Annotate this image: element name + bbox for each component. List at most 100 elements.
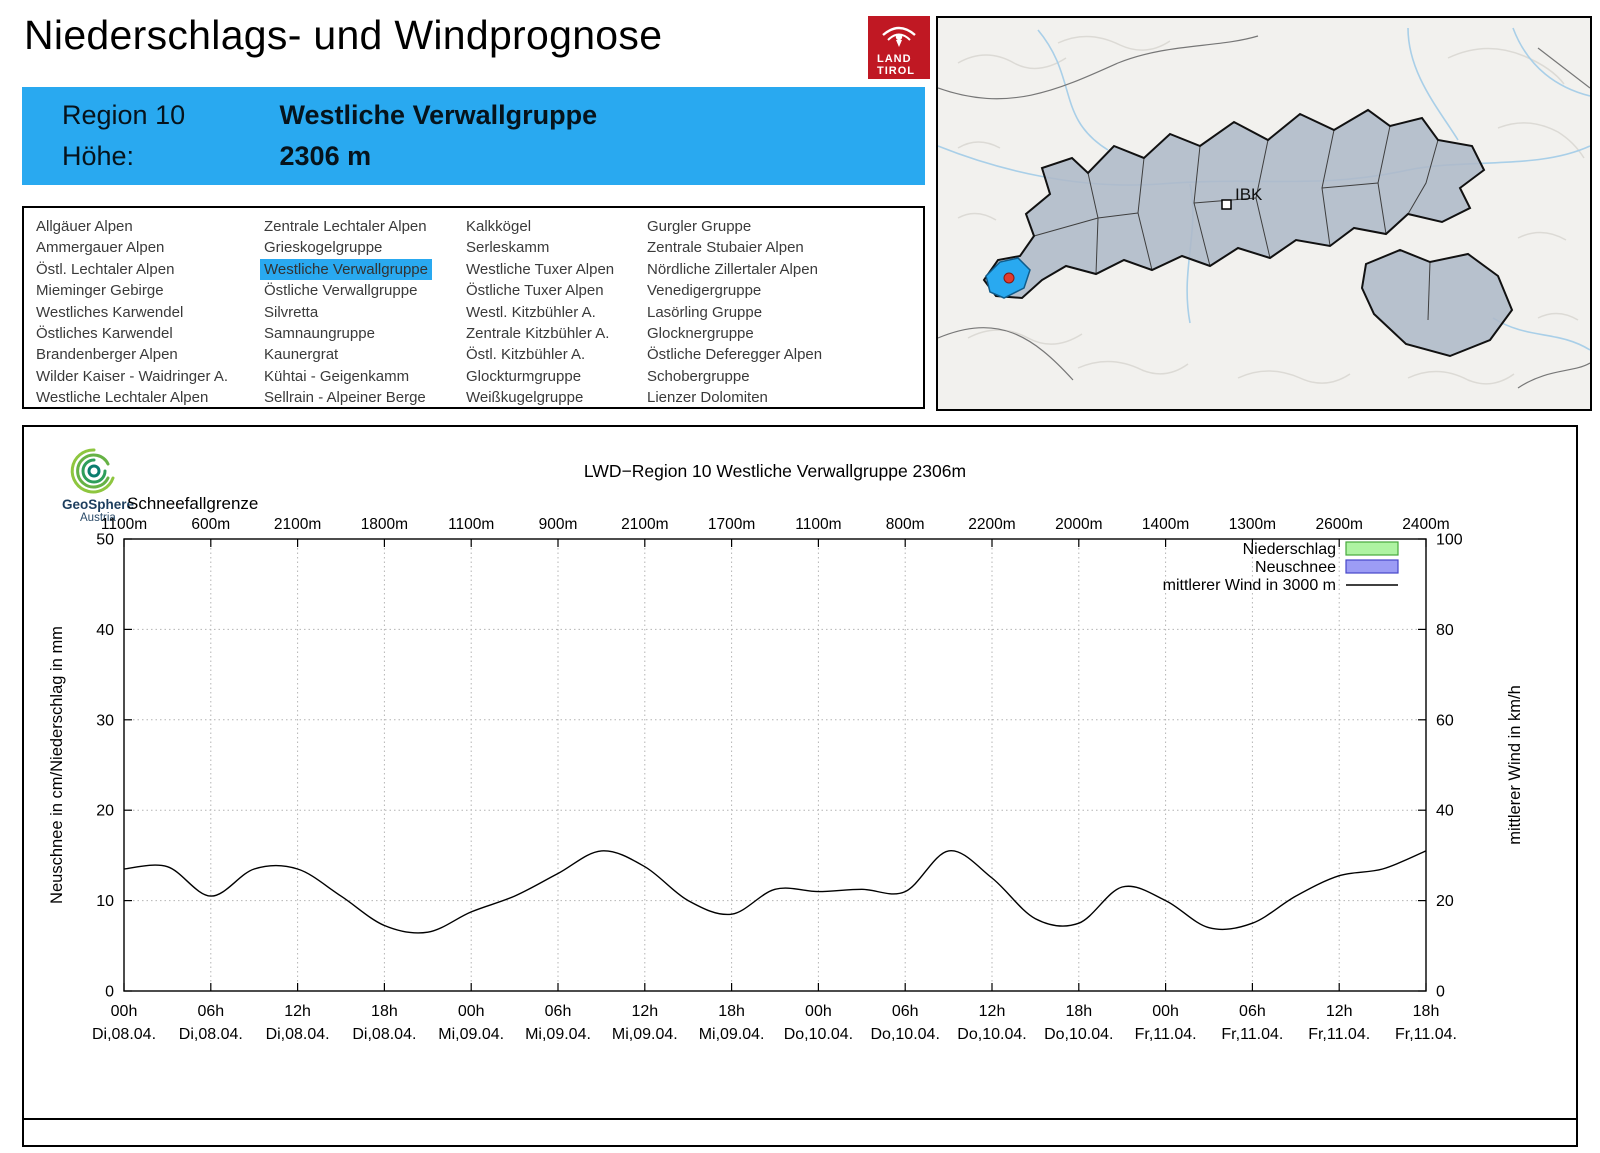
- region-list-item[interactable]: Westliche Tuxer Alpen: [466, 260, 615, 278]
- region-list-item[interactable]: Östliche Verwallgruppe: [264, 282, 418, 300]
- ylabel-right: mittlerer Wind in km/h: [1506, 685, 1524, 845]
- region-column-2: Zentrale Lechtaler Alpen Grieskogelgruppe…: [260, 216, 466, 407]
- region-map-panel[interactable]: IBK: [936, 16, 1592, 411]
- region-list-item[interactable]: Venedigergruppe: [647, 282, 762, 300]
- svg-text:Fr,11.04.: Fr,11.04.: [1221, 1026, 1283, 1043]
- region-name-value: Westliche Verwallgruppe: [279, 100, 598, 130]
- region-list-item[interactable]: Zentrale Lechtaler Alpen: [264, 218, 427, 235]
- region-list-item[interactable]: Sellrain - Alpeiner Berge: [264, 389, 426, 407]
- region-list-item[interactable]: Westliche Lechtaler Alpen: [36, 389, 209, 407]
- region-list-item[interactable]: Kalkkögel: [466, 218, 532, 235]
- svg-text:Mi,09.04.: Mi,09.04.: [525, 1026, 591, 1043]
- svg-text:00h: 00h: [805, 1003, 832, 1020]
- svg-text:12h: 12h: [284, 1003, 311, 1020]
- region-list-item[interactable]: Grieskogelgruppe: [264, 239, 383, 257]
- svg-text:60: 60: [1436, 712, 1454, 729]
- region-list-item[interactable]: Glocknergruppe: [647, 325, 754, 343]
- svg-text:12h: 12h: [631, 1003, 658, 1020]
- svg-text:40: 40: [96, 622, 114, 639]
- svg-text:12h: 12h: [1326, 1003, 1353, 1020]
- region-list-item[interactable]: Silvretta: [264, 303, 319, 321]
- ibk-marker: [1221, 199, 1232, 210]
- svg-text:1400m: 1400m: [1142, 516, 1189, 533]
- svg-text:00h: 00h: [1152, 1003, 1179, 1020]
- svg-text:1100m: 1100m: [101, 516, 147, 533]
- left-axis-labels: 0 10 20 30 40 50: [96, 532, 114, 1001]
- svg-text:Do,10.04.: Do,10.04.: [784, 1026, 853, 1043]
- region-list-item[interactable]: Schobergruppe: [647, 367, 750, 385]
- tirol-map[interactable]: IBK: [937, 18, 1591, 409]
- region-list-item[interactable]: Östliche Tuxer Alpen: [466, 282, 604, 300]
- geosphere-name: GeoSphere: [62, 497, 135, 512]
- svg-text:100: 100: [1436, 532, 1463, 549]
- region-list-item[interactable]: Zentrale Stubaier Alpen: [647, 239, 804, 257]
- svg-text:06h: 06h: [892, 1003, 919, 1020]
- svg-text:Di,08.04.: Di,08.04.: [179, 1026, 243, 1043]
- svg-text:0: 0: [1436, 984, 1445, 1001]
- region-list-item[interactable]: Samnaungruppe: [264, 325, 375, 343]
- svg-text:800m: 800m: [886, 516, 925, 533]
- region-list-item[interactable]: Glockturmgruppe: [466, 367, 582, 385]
- region-list-item[interactable]: Westliche Verwallgruppe: [260, 258, 432, 281]
- svg-text:18h: 18h: [1065, 1003, 1092, 1020]
- svg-text:10: 10: [96, 893, 114, 910]
- region-list-item[interactable]: Allgäuer Alpen: [36, 218, 133, 235]
- svg-text:18h: 18h: [1413, 1003, 1440, 1020]
- neighbor-borders: [937, 35, 1591, 389]
- geosphere-sub: Austria: [80, 512, 116, 524]
- svg-text:Fr,11.04.: Fr,11.04.: [1308, 1026, 1370, 1043]
- svg-text:2000m: 2000m: [1055, 516, 1102, 533]
- region-list-item[interactable]: Nördliche Zillertaler Alpen: [647, 260, 818, 278]
- region-number-label: Region 10: [62, 100, 186, 130]
- region-list-item[interactable]: Westliches Karwendel: [36, 303, 184, 321]
- plot-frame: [123, 538, 1427, 992]
- land-tirol-logo: LAND TIROL: [868, 16, 930, 79]
- region-list-item[interactable]: Weißkugelgruppe: [466, 389, 584, 407]
- region-list-item[interactable]: Kühtai - Geigenkamm: [264, 367, 410, 385]
- wind-line: [123, 850, 1427, 934]
- svg-text:Niederschlag: Niederschlag: [1243, 541, 1336, 558]
- region-list-item[interactable]: Brandenberger Alpen: [36, 346, 178, 364]
- ibk-label: IBK: [1235, 185, 1263, 204]
- region-list-item[interactable]: Westl. Kitzbühler A.: [466, 303, 596, 321]
- region-list-item[interactable]: Ammergauer Alpen: [36, 239, 165, 257]
- svg-text:2100m: 2100m: [274, 516, 321, 533]
- svg-text:Di,08.04.: Di,08.04.: [352, 1026, 416, 1043]
- page-title: Niederschlags- und Windprognose: [24, 12, 663, 58]
- svg-text:12h: 12h: [979, 1003, 1006, 1020]
- region-list-panel: Allgäuer Alpen Ammergauer Alpen Östl. Lech…: [22, 206, 925, 409]
- region-list-item[interactable]: Mieminger Gebirge: [36, 282, 164, 300]
- region-list-item[interactable]: Serleskamm: [466, 239, 550, 257]
- region-list-item[interactable]: Zentrale Kitzbühler A.: [466, 325, 610, 343]
- region-list-item[interactable]: Wilder Kaiser - Waidringer A.: [36, 367, 228, 385]
- svg-text:LAND: LAND: [877, 53, 912, 65]
- svg-text:40: 40: [1436, 803, 1454, 820]
- svg-text:600m: 600m: [191, 516, 230, 533]
- chart-title: LWD−Region 10 Westliche Verwallgruppe 23…: [584, 461, 966, 481]
- region-list-item[interactable]: Östl. Kitzbühler A.: [466, 346, 586, 364]
- top-axis-label: Schneefallgrenze: [127, 494, 258, 513]
- region-list-item[interactable]: Östl. Lechtaler Alpen: [36, 260, 175, 278]
- altitude-value: 2306 m: [279, 141, 372, 171]
- svg-text:Fr,11.04.: Fr,11.04.: [1135, 1026, 1197, 1043]
- region-list-item[interactable]: Lienzer Dolomiten: [647, 389, 768, 407]
- land-tirol-eagle-icon: LAND TIROL: [868, 16, 930, 79]
- region-list-item[interactable]: Östliches Karwendel: [36, 325, 173, 343]
- region-list-item[interactable]: Lasörling Gruppe: [647, 303, 763, 321]
- svg-text:50: 50: [96, 532, 114, 549]
- svg-text:2200m: 2200m: [968, 516, 1015, 533]
- grid: [124, 539, 1426, 991]
- region-list-item[interactable]: Gurgler Gruppe: [647, 218, 752, 235]
- svg-text:1300m: 1300m: [1229, 516, 1276, 533]
- forecast-chart: LWD−Region 10 Westliche Verwallgruppe 23…: [48, 461, 1524, 1043]
- svg-text:00h: 00h: [111, 1003, 138, 1020]
- svg-text:06h: 06h: [197, 1003, 224, 1020]
- svg-text:Mi,09.04.: Mi,09.04.: [699, 1026, 765, 1043]
- tick-marks: [123, 538, 1427, 992]
- svg-text:Mi,09.04.: Mi,09.04.: [438, 1026, 504, 1043]
- svg-text:00h: 00h: [458, 1003, 485, 1020]
- region-list-item[interactable]: Östliche Deferegger Alpen: [647, 346, 823, 364]
- svg-text:2600m: 2600m: [1315, 516, 1362, 533]
- region-list-item[interactable]: Kaunergrat: [264, 346, 339, 364]
